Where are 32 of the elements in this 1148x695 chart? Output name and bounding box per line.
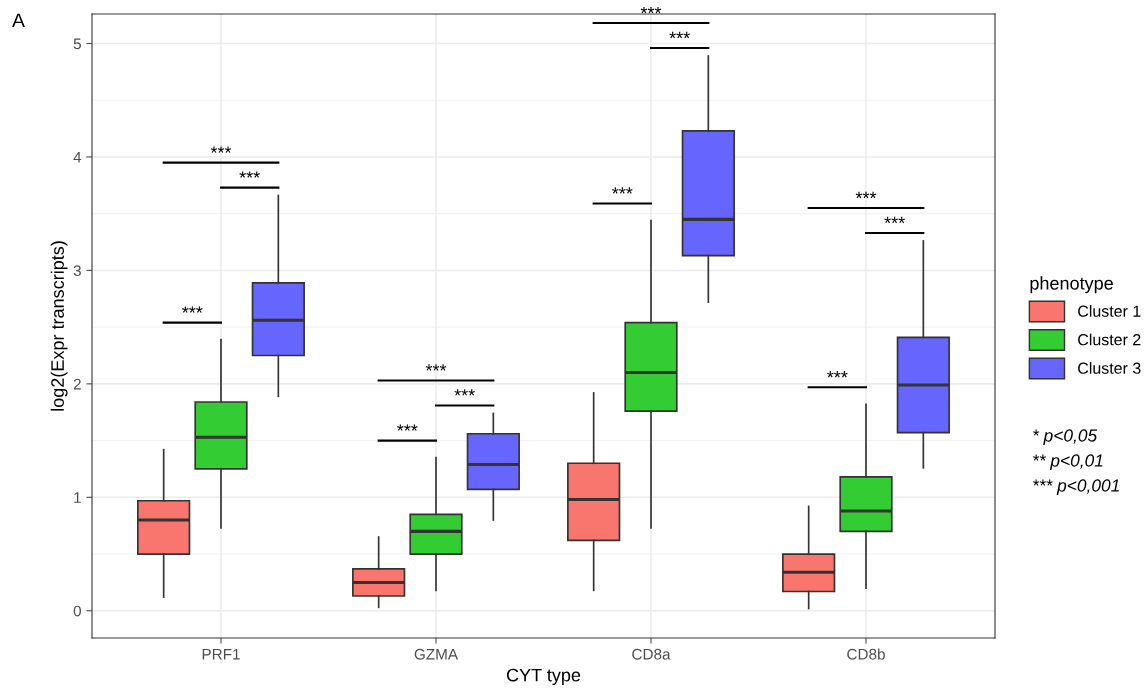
text: * p<0,05: [1033, 429, 1098, 446]
x-tick-label: PRF1: [202, 648, 240, 660]
annotation: ***: [454, 389, 475, 396]
annotation: ***: [827, 371, 848, 378]
x-tick-label: CD8b: [847, 648, 885, 660]
x-axis-title: CYT type: [506, 668, 581, 686]
text: A: [12, 13, 25, 28]
annotation: ***: [612, 187, 633, 194]
y-tick-label: 0: [73, 605, 81, 617]
x-tick-label: CD8a: [632, 648, 671, 660]
y-tick-label: 2: [73, 378, 81, 390]
text: ***: [640, 6, 662, 14]
annotation: ***: [210, 146, 232, 153]
x-tick-label: GZMA: [414, 648, 459, 660]
annotation: ***: [669, 31, 690, 39]
annotation: ***: [182, 306, 203, 313]
annotation: ***: [855, 191, 877, 199]
annotation: ***: [425, 364, 447, 371]
y-axis-title: log2(Expr transcripts): [50, 241, 68, 411]
y-tick-label: 3: [73, 265, 81, 277]
legend-label: Cluster 1: [1078, 305, 1141, 317]
annotation: ***: [239, 171, 260, 178]
y-tick-label: 1: [74, 492, 81, 503]
text: *** p<0,001: [1033, 479, 1119, 496]
legend-label: Cluster 2: [1078, 333, 1141, 346]
annotation: ***: [884, 216, 905, 224]
annotation: ***: [397, 424, 418, 431]
text: ** p<0,01: [1033, 454, 1103, 471]
y-tick-label: 5: [73, 38, 81, 50]
y-tick-label: 4: [73, 151, 82, 163]
legend-label: Cluster 3: [1078, 362, 1141, 374]
legend-title: phenotype: [1030, 276, 1113, 294]
